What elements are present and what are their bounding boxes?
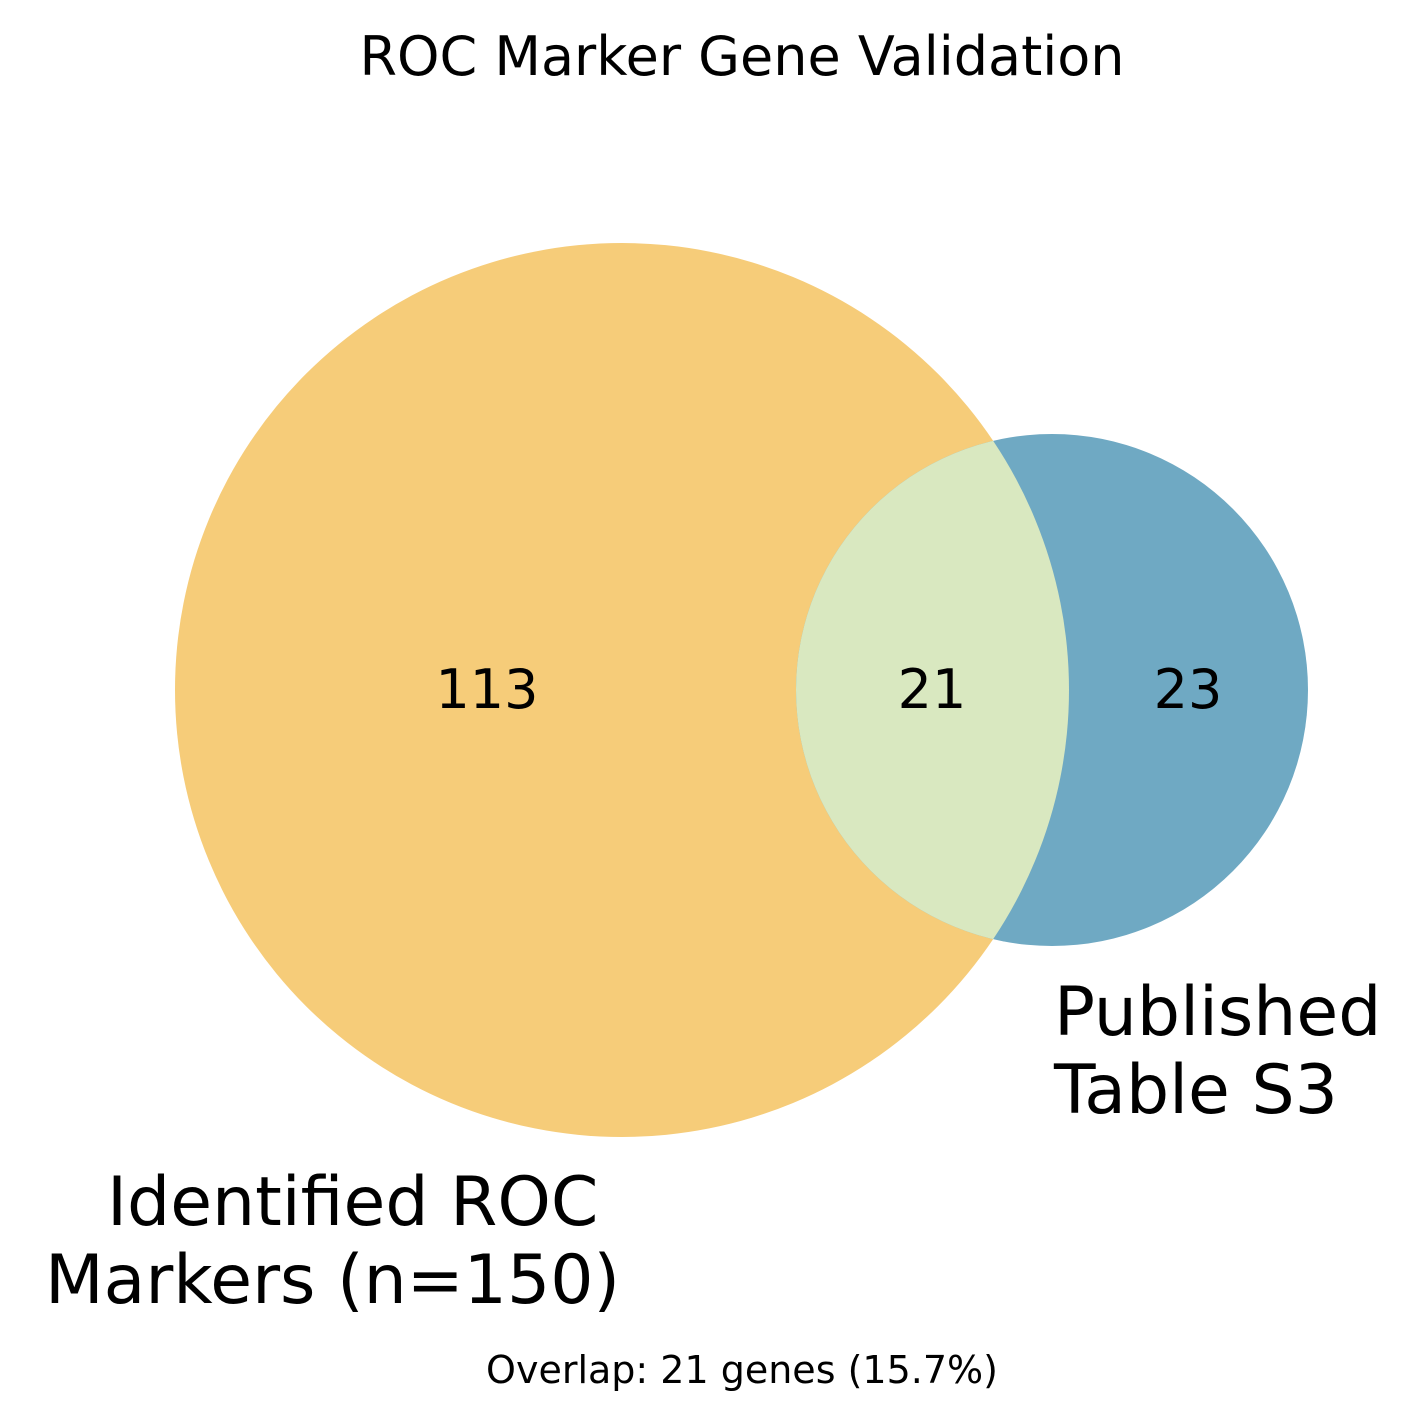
left-set-circle xyxy=(175,243,1069,1137)
left-set-label: Identified ROC Markers (n=150) xyxy=(45,1163,620,1320)
left-set-label-line-1: Identified ROC xyxy=(107,1163,598,1242)
right-only-count: 23 xyxy=(1154,658,1223,721)
intersection-count: 21 xyxy=(898,658,967,721)
intersection-region xyxy=(796,434,1069,946)
right-set-label-line-2: Table S3 xyxy=(1053,1051,1338,1130)
overlap-footnote: Overlap: 21 genes (15.7%) xyxy=(486,1348,998,1392)
right-set-label-line-1: Published xyxy=(1054,973,1381,1052)
right-set-label: Published Table S3 xyxy=(1053,973,1403,1130)
left-only-count: 113 xyxy=(435,658,538,721)
left-set-label-line-2: Markers (n=150) xyxy=(45,1241,620,1320)
diagram-title: ROC Marker Gene Validation xyxy=(359,25,1124,88)
